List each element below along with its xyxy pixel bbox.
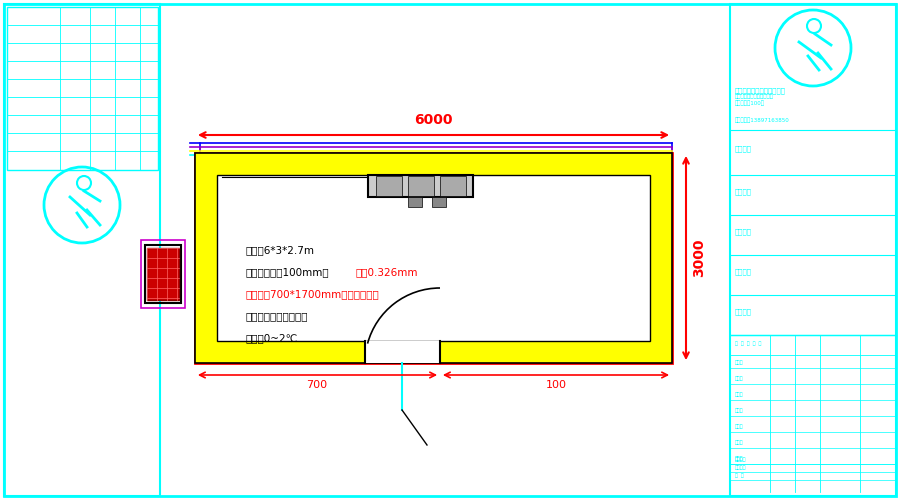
- Text: 备注备查: 备注备查: [735, 228, 752, 234]
- Text: 地址：宝鸡市高新区宝平路
铁路桥西侧100米: 地址：宝鸡市高新区宝平路 铁路桥西侧100米: [735, 94, 774, 106]
- Bar: [7, 7, 158, 170]
- Text: 设计员: 设计员: [735, 376, 743, 381]
- Bar: [408, 176, 434, 196]
- Text: 尺寸：6*3*2.7m: 尺寸：6*3*2.7m: [245, 245, 314, 255]
- Text: 批准员: 批准员: [735, 456, 743, 461]
- Text: 联系电话：13897163850: 联系电话：13897163850: [735, 118, 790, 123]
- Text: 工程名称: 工程名称: [735, 188, 752, 194]
- Text: 宝鸡万里制冷设备有限公司: 宝鸡万里制冷设备有限公司: [735, 87, 786, 94]
- Bar: [195, 153, 217, 363]
- Bar: [217, 175, 650, 341]
- Text: 工程番号: 工程番号: [735, 457, 746, 462]
- Bar: [365, 341, 440, 363]
- Bar: [368, 175, 473, 197]
- Text: 校对员: 校对员: [735, 392, 743, 397]
- Text: 6000: 6000: [414, 113, 452, 127]
- Bar: [440, 176, 466, 196]
- Text: 庫溫：0~2℃: 庫溫：0~2℃: [245, 333, 297, 343]
- Text: 100: 100: [545, 380, 566, 390]
- Text: 3000: 3000: [692, 239, 706, 277]
- Bar: [195, 153, 672, 363]
- Text: 冷庫板：厚度100mm，: 冷庫板：厚度100mm，: [245, 267, 328, 277]
- Text: 批准员: 批准员: [735, 440, 743, 445]
- Bar: [195, 153, 672, 363]
- Text: 复查付: 复查付: [735, 424, 743, 429]
- Text: 复查付: 复查付: [735, 408, 743, 413]
- Bar: [440, 341, 672, 363]
- Bar: [376, 176, 402, 196]
- Text: 鐵皮0.326mm: 鐵皮0.326mm: [355, 267, 418, 277]
- Bar: [195, 153, 672, 175]
- Text: 冷庫類型：水果保鮮庫: 冷庫類型：水果保鮮庫: [245, 311, 308, 321]
- Text: 版  次: 版 次: [735, 473, 743, 478]
- Bar: [432, 197, 446, 207]
- Text: 设计员: 设计员: [735, 360, 743, 365]
- Bar: [730, 4, 896, 496]
- Text: 设计工期: 设计工期: [735, 145, 752, 152]
- Text: 工程备名: 工程备名: [735, 268, 752, 274]
- Bar: [145, 245, 181, 303]
- Bar: [195, 341, 365, 363]
- Bar: [4, 4, 160, 496]
- Text: 700: 700: [306, 380, 328, 390]
- Bar: [147, 248, 179, 300]
- Bar: [408, 197, 422, 207]
- Bar: [650, 153, 672, 363]
- Text: 冷庫門：700*1700mm聚氨酯半埋門: 冷庫門：700*1700mm聚氨酯半埋門: [245, 289, 379, 299]
- Text: 図面番号: 図面番号: [735, 465, 746, 470]
- Bar: [141, 240, 185, 308]
- Text: 图纸备名: 图纸备名: [735, 308, 752, 314]
- Text: 期  编  量  备  注: 期 编 量 备 注: [735, 341, 761, 346]
